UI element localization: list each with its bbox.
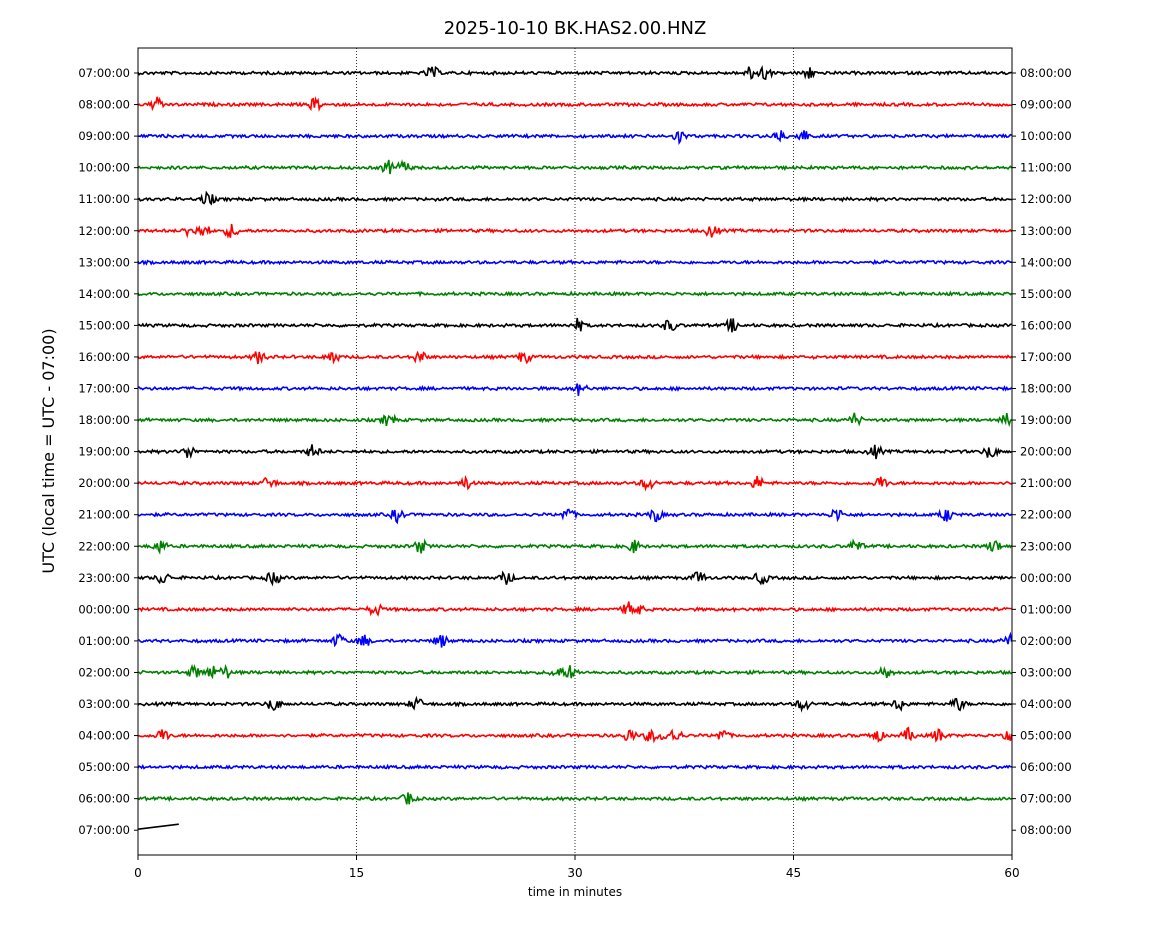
- trace-line: [137, 159, 1013, 175]
- left-time-label: 03:00:00: [78, 697, 130, 711]
- left-time-label: 20:00:00: [78, 476, 130, 490]
- left-time-label: 19:00:00: [78, 445, 130, 459]
- right-time-label: 06:00:00: [1020, 760, 1072, 774]
- left-time-label: 04:00:00: [78, 729, 130, 743]
- trace-line: [137, 601, 1012, 617]
- trace-line: [137, 631, 1013, 648]
- left-time-label: 07:00:00: [78, 66, 130, 80]
- right-time-label: 01:00:00: [1020, 602, 1072, 616]
- trace-line: [137, 350, 1013, 365]
- right-time-label: 09:00:00: [1020, 98, 1072, 112]
- right-time-label: 07:00:00: [1020, 792, 1072, 806]
- right-time-label: 20:00:00: [1020, 445, 1072, 459]
- left-time-labels: 07:00:00 08:00:00 09:00:00 10:00:00 11:00:00…: [78, 66, 138, 837]
- trace-line: [137, 663, 1012, 680]
- left-time-label: 15:00:00: [78, 318, 130, 332]
- trace-line: [137, 412, 1013, 428]
- trace-line: [137, 570, 1013, 587]
- left-time-label: 07:00:00: [78, 823, 130, 837]
- left-time-label: 12:00:00: [78, 224, 130, 238]
- left-time-label: 21:00:00: [78, 508, 130, 522]
- left-time-label: 09:00:00: [78, 129, 130, 143]
- trace-line: [137, 823, 179, 830]
- right-time-label: 23:00:00: [1020, 539, 1072, 553]
- x-tick-label: 0: [134, 866, 142, 880]
- grid-lines: [356, 48, 794, 855]
- right-time-label: 03:00:00: [1020, 665, 1072, 679]
- chart-title: 2025-10-10 BK.HAS2.00.HNZ: [444, 18, 707, 39]
- right-time-label: 10:00:00: [1020, 129, 1072, 143]
- seismic-traces: [137, 65, 1013, 830]
- right-time-label: 04:00:00: [1020, 697, 1072, 711]
- left-time-label: 10:00:00: [78, 161, 130, 175]
- right-time-labels: 08:00:00 09:00:00 10:00:00 11:00:00 12:00:00…: [1012, 66, 1072, 837]
- left-time-label: 23:00:00: [78, 571, 130, 585]
- trace-line: [137, 65, 1012, 81]
- x-tick-label: 60: [1004, 866, 1019, 880]
- right-time-label: 18:00:00: [1020, 382, 1072, 396]
- trace-line: [137, 763, 1012, 771]
- trace-line: [137, 508, 1013, 525]
- left-time-label: 11:00:00: [78, 192, 130, 206]
- right-time-label: 08:00:00: [1020, 66, 1072, 80]
- left-time-label: 05:00:00: [78, 760, 130, 774]
- left-time-label: 14:00:00: [78, 287, 130, 301]
- trace-line: [137, 290, 1013, 298]
- x-axis-ticks: 0 15 30 45 60: [134, 855, 1020, 880]
- right-time-label: 12:00:00: [1020, 192, 1072, 206]
- right-time-label: 17:00:00: [1020, 350, 1072, 364]
- right-time-label: 15:00:00: [1020, 287, 1072, 301]
- y-axis-label: UTC (local time = UTC - 07:00): [39, 328, 58, 573]
- left-time-label: 00:00:00: [78, 602, 130, 616]
- left-time-label: 18:00:00: [78, 413, 130, 427]
- trace-line: [137, 223, 1013, 239]
- right-time-label: 19:00:00: [1020, 413, 1072, 427]
- trace-line: [137, 474, 1012, 492]
- trace-line: [137, 726, 1013, 744]
- x-axis-label: time in minutes: [528, 885, 622, 899]
- trace-line: [137, 190, 1012, 206]
- x-tick-label: 30: [567, 866, 582, 880]
- trace-line: [137, 538, 1013, 555]
- right-time-label: 16:00:00: [1020, 318, 1072, 332]
- x-tick-label: 45: [786, 866, 801, 880]
- trace-line: [137, 792, 1012, 805]
- right-time-label: 08:00:00: [1020, 823, 1072, 837]
- trace-line: [137, 695, 1012, 713]
- right-time-label: 13:00:00: [1020, 224, 1072, 238]
- left-time-label: 02:00:00: [78, 665, 130, 679]
- left-time-label: 22:00:00: [78, 539, 130, 553]
- trace-line: [137, 130, 1012, 146]
- left-time-label: 01:00:00: [78, 634, 130, 648]
- left-time-label: 16:00:00: [78, 350, 130, 364]
- right-time-label: 00:00:00: [1020, 571, 1072, 585]
- left-time-label: 17:00:00: [78, 382, 130, 396]
- right-time-label: 11:00:00: [1020, 161, 1072, 175]
- right-time-label: 21:00:00: [1020, 476, 1072, 490]
- trace-line: [137, 96, 1012, 113]
- trace-line: [137, 444, 1012, 460]
- right-time-label: 02:00:00: [1020, 634, 1072, 648]
- trace-line: [137, 259, 1012, 266]
- x-tick-label: 15: [349, 866, 364, 880]
- left-time-label: 13:00:00: [78, 255, 130, 269]
- left-time-label: 08:00:00: [78, 98, 130, 112]
- right-time-label: 22:00:00: [1020, 508, 1072, 522]
- right-time-label: 14:00:00: [1020, 255, 1072, 269]
- right-time-label: 05:00:00: [1020, 729, 1072, 743]
- trace-line: [137, 383, 1013, 396]
- left-time-label: 06:00:00: [78, 792, 130, 806]
- trace-line: [137, 317, 1012, 333]
